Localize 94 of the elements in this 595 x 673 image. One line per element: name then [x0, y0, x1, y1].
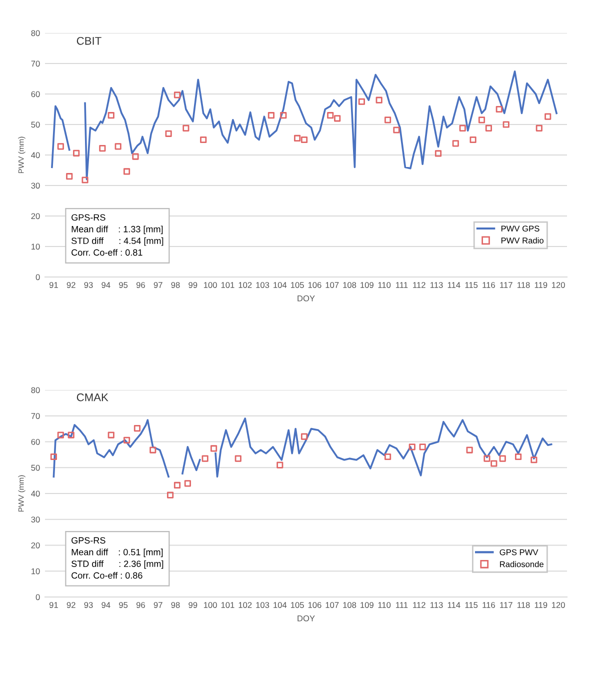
x-tick-label: 117 — [500, 602, 512, 608]
x-tick-label: 104 — [274, 282, 287, 288]
x-tick-label: 120 — [552, 602, 565, 608]
x-tick-label: 101 — [221, 602, 234, 608]
x-tick-label: 113 — [430, 282, 443, 288]
x-tick-label: 116 — [482, 282, 495, 288]
x-tick-label: 101 — [221, 282, 234, 288]
x-tick-label: 119 — [534, 602, 548, 608]
x-tick-label: 112 — [413, 282, 426, 288]
x-tick-label: 106 — [308, 282, 322, 288]
x-tick-label: 106 — [308, 602, 322, 608]
x-tick-label: 102 — [238, 602, 252, 608]
y-tick-label: 0 — [36, 274, 40, 280]
x-tick-label: 103 — [256, 602, 270, 608]
x-axis-title: DOY — [298, 615, 315, 622]
x-tick-label: 109 — [360, 282, 374, 288]
x-tick-label: 112 — [413, 602, 426, 608]
y-tick-label: 40 — [31, 152, 40, 158]
y-tick-label: 60 — [31, 438, 40, 445]
x-axis-title: DOY — [298, 295, 315, 302]
y-tick-label: 30 — [31, 516, 40, 522]
x-tick-label: 114 — [448, 602, 460, 608]
x-tick-label: 91 — [49, 602, 58, 608]
x-tick-label: 120 — [552, 282, 565, 288]
x-tick-label: 98 — [171, 282, 180, 288]
x-tick-label: 102 — [238, 282, 252, 288]
x-tick-label: 105 — [290, 282, 304, 288]
x-tick-label: 110 — [378, 282, 391, 288]
x-tick-label: 107 — [326, 282, 339, 288]
y-tick-label: 10 — [32, 244, 40, 250]
x-tick-label: 96 — [136, 602, 145, 608]
y-tick-label: 0 — [36, 594, 40, 600]
y-tick-label: 20 — [31, 542, 40, 548]
x-tick-label: 99 — [188, 282, 198, 288]
y-tick-label: 20 — [31, 213, 40, 220]
legend-label: GPS PWV — [500, 549, 538, 556]
x-tick-label: 108 — [343, 282, 356, 288]
annotation: GPS-RS — [72, 537, 106, 544]
x-tick-label: 117 — [500, 282, 512, 288]
x-tick-label: 93 — [84, 282, 93, 288]
x-tick-label: 99 — [188, 602, 198, 608]
legend-label: Radiosonde — [500, 561, 544, 568]
y-tick-label: 80 — [31, 387, 40, 394]
x-tick-label: 91 — [49, 282, 58, 288]
annotation: Mean diff : 0.51 [mm] — [72, 548, 163, 558]
y-tick-label: 50 — [31, 122, 40, 128]
x-tick-label: 95 — [119, 602, 128, 608]
x-tick-label: 98 — [171, 602, 180, 608]
x-tick-label: 108 — [343, 602, 356, 608]
annotation: Mean diff : 1.33 [mm] — [72, 226, 163, 234]
x-tick-label: 115 — [465, 602, 478, 608]
x-tick-label: 105 — [290, 602, 304, 608]
x-tick-label: 113 — [430, 602, 443, 608]
x-tick-label: 109 — [360, 602, 374, 608]
x-tick-label: 100 — [204, 602, 217, 608]
x-tick-label: 114 — [448, 282, 460, 288]
x-tick-label: 111 — [396, 602, 408, 608]
annotation: STD diff : 2.36 [mm] — [72, 560, 164, 569]
y-tick-label: 80 — [31, 30, 40, 36]
y-tick-label: 70 — [31, 60, 40, 67]
legend-label: PWV GPS — [501, 226, 540, 232]
x-tick-label: 95 — [119, 282, 128, 288]
chart-title: CMAK — [76, 393, 108, 402]
x-tick-label: 104 — [274, 602, 287, 608]
y-tick-label: 60 — [31, 91, 40, 98]
y-tick-label: 70 — [31, 413, 40, 419]
x-tick-label: 97 — [154, 602, 162, 608]
x-tick-label: 119 — [534, 282, 548, 288]
annotation: GPS-RS — [72, 214, 106, 221]
y-tick-label: 30 — [31, 182, 40, 189]
annotation: STD diff : 4.54 [mm] — [72, 237, 164, 246]
x-tick-label: 92 — [66, 282, 76, 288]
x-tick-label: 97 — [154, 282, 162, 288]
y-tick-label: 10 — [32, 568, 40, 574]
x-tick-label: 93 — [84, 602, 93, 608]
x-tick-label: 118 — [517, 282, 530, 288]
x-tick-label: 96 — [136, 282, 145, 288]
x-tick-label: 94 — [102, 602, 110, 608]
annotation: Corr. Co-eff : 0.81 — [72, 249, 142, 256]
x-tick-label: 118 — [517, 602, 530, 608]
x-tick-label: 110 — [378, 602, 391, 608]
y-tick-label: 50 — [31, 464, 40, 471]
x-tick-label: 115 — [465, 282, 478, 288]
chart-title: CBIT — [76, 36, 102, 45]
annotation: Corr. Co-eff : 0.86 — [72, 572, 142, 579]
x-tick-label: 103 — [256, 282, 270, 288]
x-tick-label: 100 — [204, 282, 217, 288]
x-tick-label: 92 — [66, 602, 76, 608]
x-tick-label: 116 — [482, 602, 495, 608]
x-tick-label: 111 — [396, 282, 408, 288]
y-tick-label: 40 — [31, 490, 40, 497]
x-tick-label: 94 — [102, 282, 110, 288]
legend-label: PWV Radio — [501, 237, 544, 244]
x-tick-label: 107 — [326, 602, 339, 608]
